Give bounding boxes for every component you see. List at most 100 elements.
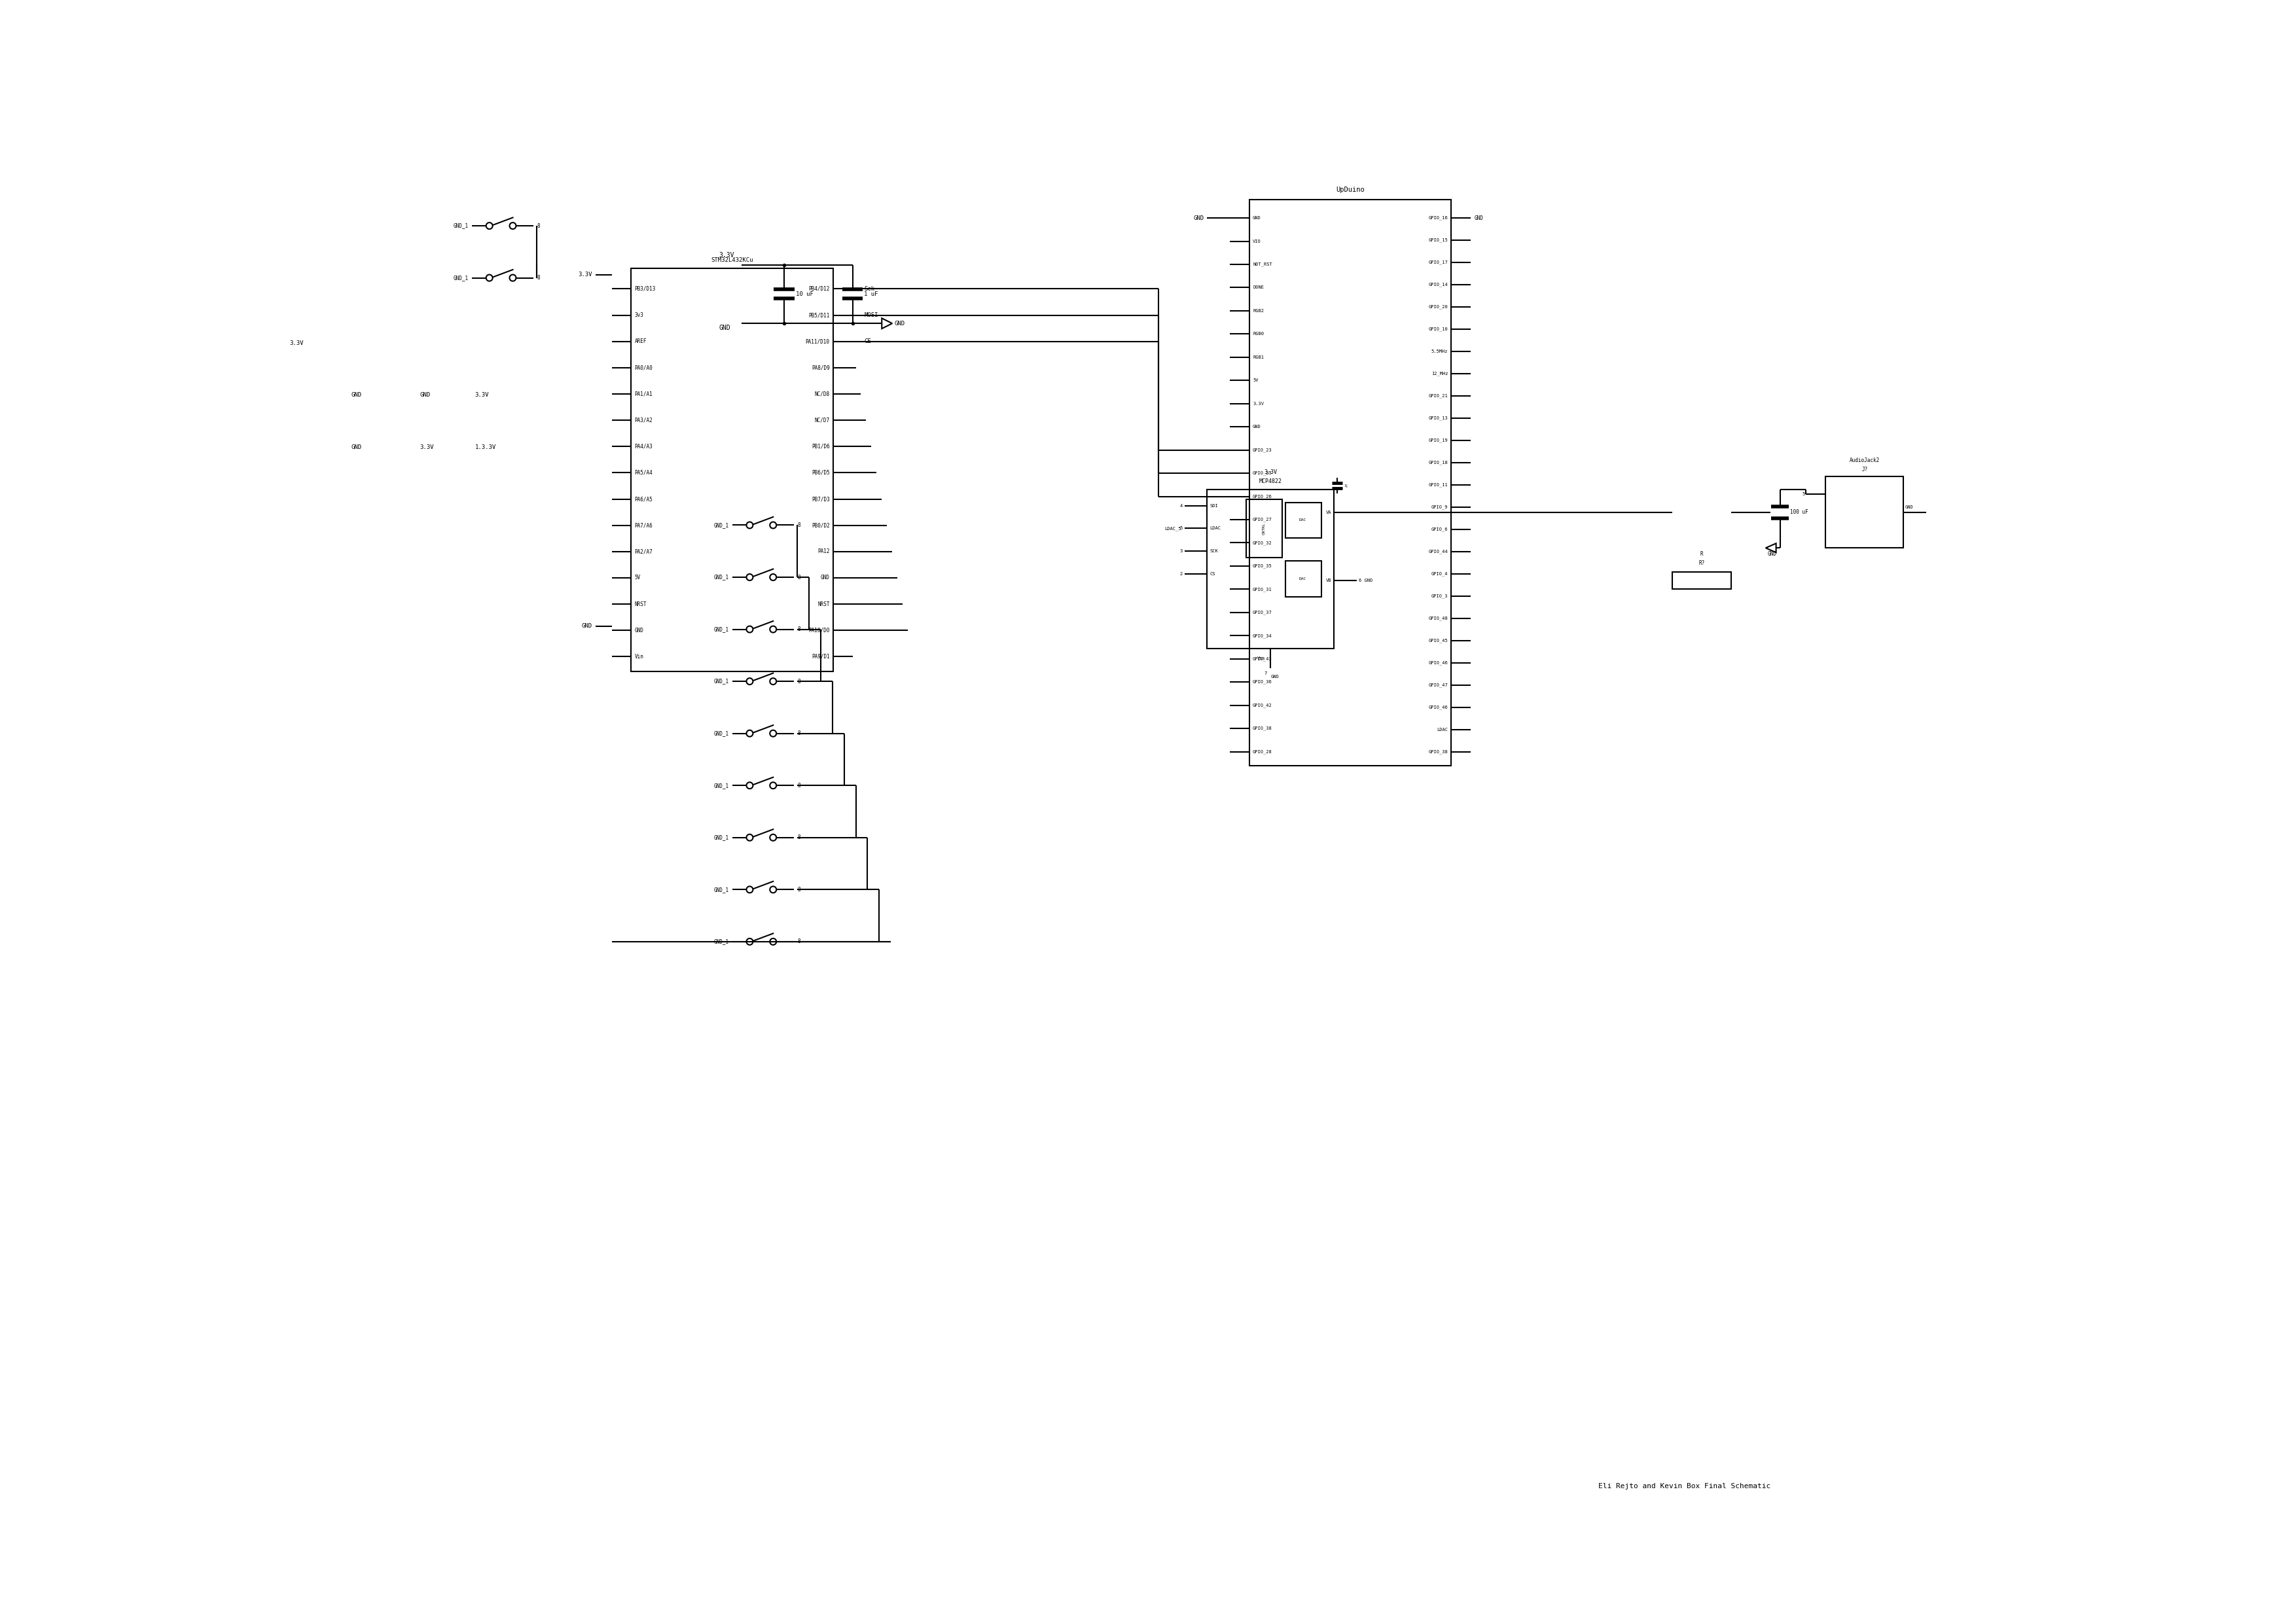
Text: GND_1: GND_1 bbox=[452, 222, 468, 229]
Text: 3.3V: 3.3V bbox=[1254, 401, 1263, 406]
Text: GND_1: GND_1 bbox=[714, 730, 728, 737]
Text: AudioJack2: AudioJack2 bbox=[1851, 458, 1880, 463]
Text: 8: 8 bbox=[797, 575, 801, 579]
Text: GPIO_46: GPIO_46 bbox=[1428, 661, 1449, 665]
Text: GND: GND bbox=[634, 628, 643, 633]
Text: GND: GND bbox=[719, 325, 730, 331]
Text: 5V: 5V bbox=[1254, 378, 1258, 383]
Text: CNTRL: CNTRL bbox=[1263, 523, 1265, 534]
Text: GND: GND bbox=[351, 445, 363, 450]
Text: 8: 8 bbox=[797, 730, 801, 737]
Text: 3.3V: 3.3V bbox=[475, 393, 489, 398]
Text: 8: 8 bbox=[537, 274, 540, 281]
Bar bbox=[1247, 500, 1281, 558]
Text: GPIO_4: GPIO_4 bbox=[1430, 571, 1449, 576]
Text: RGB0: RGB0 bbox=[1254, 333, 1263, 336]
Text: 7: 7 bbox=[1265, 672, 1267, 675]
Text: PA6/A5: PA6/A5 bbox=[634, 497, 652, 502]
Text: DONE: DONE bbox=[1254, 286, 1263, 289]
Text: LDAC: LDAC bbox=[1437, 727, 1449, 732]
Text: PB6/D5: PB6/D5 bbox=[810, 469, 829, 476]
Text: PA7/A6: PA7/A6 bbox=[634, 523, 652, 527]
Bar bbox=[1208, 490, 1334, 649]
Text: 100 uF: 100 uF bbox=[1791, 510, 1809, 514]
Bar bbox=[1825, 477, 1903, 549]
Text: GND: GND bbox=[351, 393, 363, 398]
Text: PA9/D1: PA9/D1 bbox=[810, 654, 829, 659]
Text: GPIO_42: GPIO_42 bbox=[1254, 703, 1272, 708]
Text: GPIO_45: GPIO_45 bbox=[1428, 638, 1449, 643]
Text: PA0/A0: PA0/A0 bbox=[634, 365, 652, 370]
Bar bbox=[1286, 503, 1320, 539]
Text: GPIO_16: GPIO_16 bbox=[1428, 216, 1449, 221]
Text: GPIO_3: GPIO_3 bbox=[1430, 594, 1449, 599]
Text: RGB2: RGB2 bbox=[1254, 308, 1263, 313]
Text: NRST: NRST bbox=[634, 601, 647, 607]
Text: 8: 8 bbox=[797, 626, 801, 633]
Text: GND_1: GND_1 bbox=[714, 886, 728, 893]
Text: R?: R? bbox=[1699, 560, 1706, 566]
Text: DAC: DAC bbox=[1300, 518, 1306, 521]
Text: 8: 8 bbox=[797, 886, 801, 893]
Text: 3.3V: 3.3V bbox=[719, 252, 735, 258]
Text: PA10/D0: PA10/D0 bbox=[808, 628, 829, 633]
Text: PB0/D2: PB0/D2 bbox=[810, 523, 829, 527]
Text: GND: GND bbox=[1254, 425, 1261, 428]
Text: PA11/D10: PA11/D10 bbox=[806, 339, 829, 344]
Text: GPIO_18: GPIO_18 bbox=[1428, 461, 1449, 464]
Text: GND_1: GND_1 bbox=[714, 678, 728, 685]
Text: 1.3.3V: 1.3.3V bbox=[475, 445, 496, 450]
Text: GPIO_28: GPIO_28 bbox=[1254, 750, 1272, 753]
Text: GPIO_35: GPIO_35 bbox=[1254, 563, 1272, 568]
Text: 10 uF: 10 uF bbox=[797, 291, 813, 297]
Text: 3.3V: 3.3V bbox=[420, 445, 434, 450]
Text: 3.3V: 3.3V bbox=[579, 271, 592, 278]
Text: RGB1: RGB1 bbox=[1254, 355, 1263, 359]
Text: PA4/A3: PA4/A3 bbox=[634, 443, 652, 450]
Text: Vin: Vin bbox=[634, 654, 643, 659]
Text: GPIO_38: GPIO_38 bbox=[1428, 750, 1449, 753]
Bar bbox=[1249, 200, 1451, 766]
Text: GPIO_11: GPIO_11 bbox=[1428, 482, 1449, 487]
Text: CE: CE bbox=[863, 339, 870, 344]
Text: GPIO_26: GPIO_26 bbox=[1254, 495, 1272, 498]
Text: 8: 8 bbox=[797, 678, 801, 685]
Text: GND: GND bbox=[1906, 505, 1913, 510]
Text: GPIO_17: GPIO_17 bbox=[1428, 260, 1449, 265]
Text: GPIO_14: GPIO_14 bbox=[1428, 282, 1449, 287]
Text: GPIO_46: GPIO_46 bbox=[1428, 704, 1449, 709]
Text: GPIO_23: GPIO_23 bbox=[1254, 448, 1272, 453]
Text: 5V: 5V bbox=[634, 575, 641, 581]
Text: GPIO_15: GPIO_15 bbox=[1428, 239, 1449, 242]
Text: 3v3: 3v3 bbox=[634, 312, 643, 318]
Text: SCK: SCK bbox=[1210, 549, 1219, 553]
Bar bbox=[1286, 562, 1320, 597]
Text: GND_1: GND_1 bbox=[714, 575, 728, 579]
Text: R: R bbox=[1701, 552, 1704, 557]
Text: GPIO_43: GPIO_43 bbox=[1254, 657, 1272, 661]
Text: PB1/D6: PB1/D6 bbox=[810, 443, 829, 450]
Text: 3.3V: 3.3V bbox=[289, 339, 303, 346]
Text: PA8/D9: PA8/D9 bbox=[810, 365, 829, 370]
Text: PA3/A2: PA3/A2 bbox=[634, 417, 652, 424]
Text: 4: 4 bbox=[1180, 503, 1182, 508]
Bar bbox=[1671, 571, 1731, 589]
Text: GND_1: GND_1 bbox=[714, 523, 728, 527]
Text: GPIO_9: GPIO_9 bbox=[1430, 505, 1449, 510]
Text: GPIO_34: GPIO_34 bbox=[1254, 633, 1272, 638]
Text: GND_1: GND_1 bbox=[714, 834, 728, 841]
Text: GND: GND bbox=[581, 623, 592, 630]
Text: Sck: Sck bbox=[863, 286, 875, 292]
Text: VA: VA bbox=[1327, 510, 1332, 514]
Text: 12_MHz: 12_MHz bbox=[1430, 372, 1449, 377]
Text: 5.5MHz: 5.5MHz bbox=[1430, 349, 1449, 354]
Text: 3.3V: 3.3V bbox=[1265, 469, 1277, 476]
Text: 3: 3 bbox=[1180, 549, 1182, 553]
Text: SDI: SDI bbox=[1210, 503, 1219, 508]
Text: 1|: 1| bbox=[1343, 484, 1348, 487]
Text: GND: GND bbox=[893, 320, 905, 326]
Text: 5: 5 bbox=[1802, 492, 1805, 497]
Text: GPIO_21: GPIO_21 bbox=[1428, 394, 1449, 398]
Text: PA1/A1: PA1/A1 bbox=[634, 391, 652, 398]
Text: MCP4822: MCP4822 bbox=[1258, 479, 1281, 484]
